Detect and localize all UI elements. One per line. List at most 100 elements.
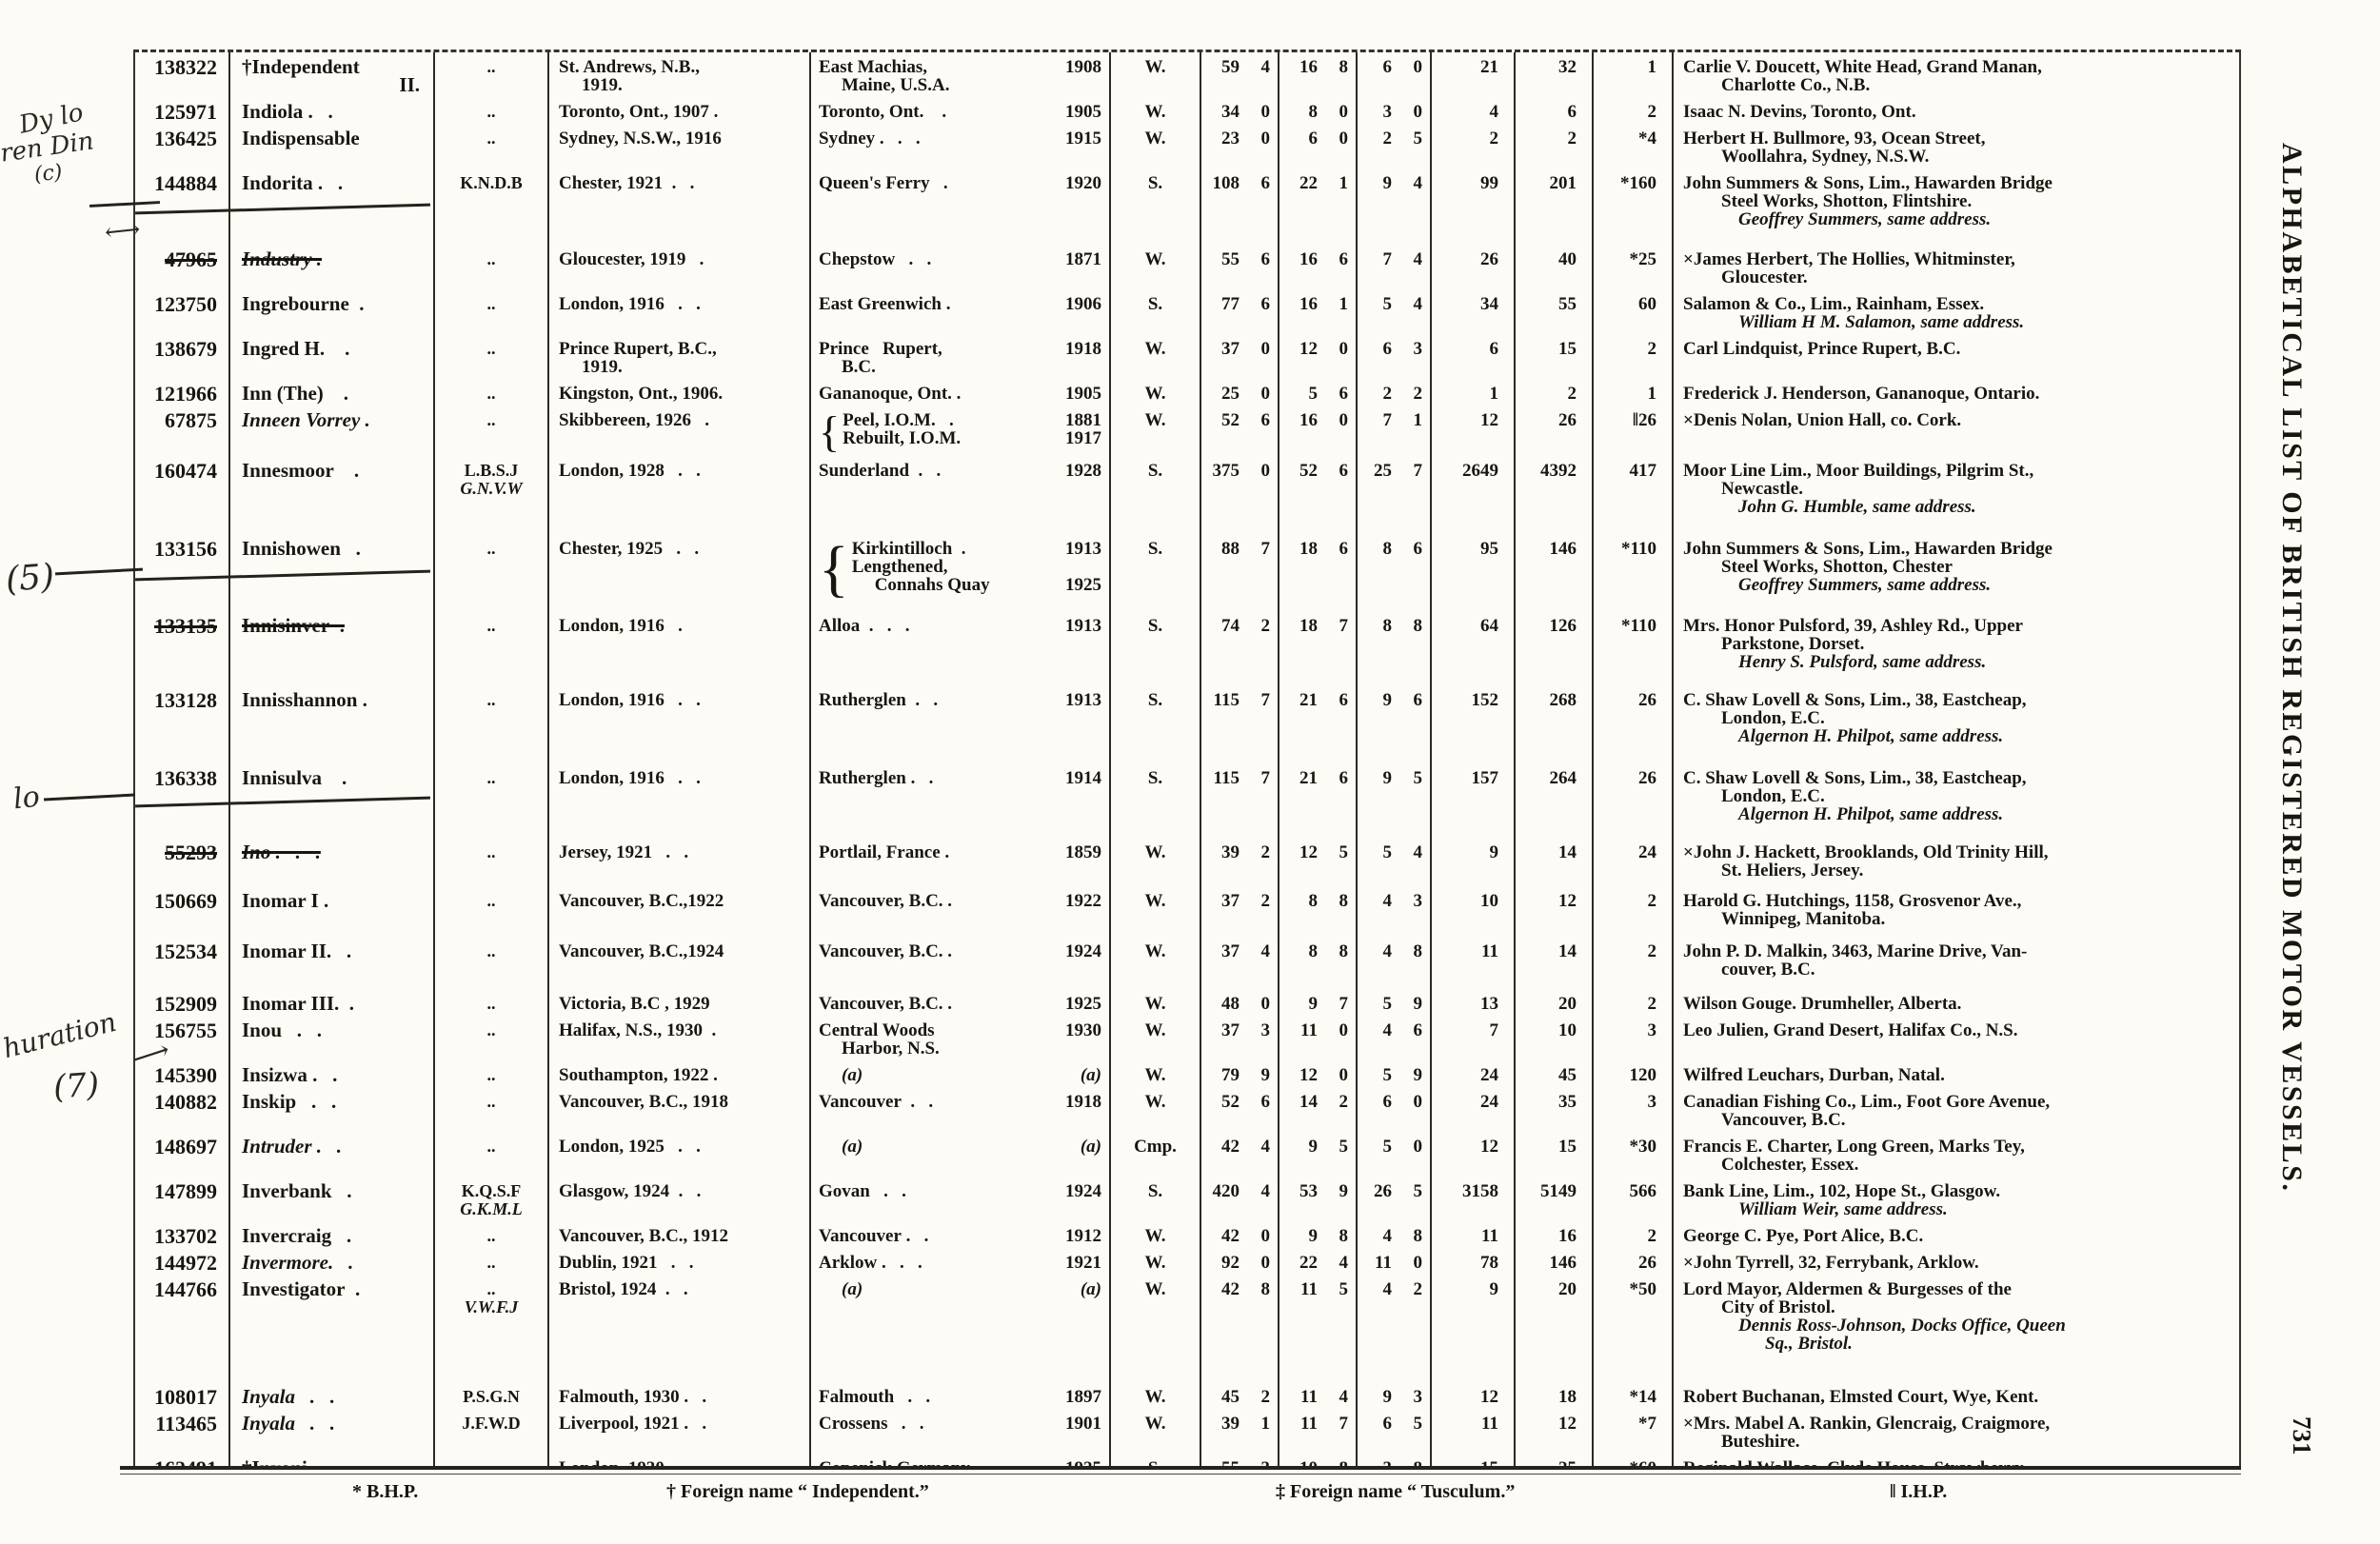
- cell-owners: ×James Herbert, The Hollies, Whitminster…: [1674, 231, 2234, 289]
- dim-feet: 16: [1299, 249, 1318, 269]
- dim-feet: 52: [1221, 1092, 1240, 1113]
- cell-port: Sunderland . . 1928: [811, 455, 1111, 519]
- cell-port: Arklow . . . 1921: [811, 1248, 1111, 1276]
- dim-feet: 16: [1299, 294, 1318, 314]
- cell-length: 34 0: [1201, 97, 1279, 124]
- dim-feet: 5: [1382, 842, 1393, 863]
- owner-line: Parkstone, Dorset.: [1721, 634, 1865, 655]
- port-year: 1930: [1048, 1021, 1103, 1058]
- year-line: (a): [1080, 1279, 1101, 1300]
- cell-tons-gross: 25: [1516, 1454, 1594, 1467]
- cell-code-letters: ..: [435, 748, 549, 827]
- code-letters: L.B.S.J: [464, 460, 519, 480]
- horse-power: 24: [1638, 842, 1656, 863]
- port-lines: Peel, I.O.M. . Rebuilt, I.O.M.: [843, 411, 1048, 453]
- dim-feet: 37: [1221, 941, 1240, 962]
- dim-inches: 0: [1339, 102, 1349, 122]
- tons-register: 3158: [1462, 1181, 1498, 1202]
- tons-register: 11: [1481, 941, 1498, 962]
- material: W.: [1144, 1414, 1166, 1435]
- cell-material: W.: [1111, 1356, 1201, 1410]
- cell-horse-power: 2: [1594, 931, 1674, 982]
- cell-official-number: 152534: [135, 931, 230, 982]
- cell-code-letters: K.N.D.B: [435, 168, 549, 231]
- cell-tons-register: 95: [1432, 518, 1516, 603]
- dim-inches: 6: [1260, 1092, 1271, 1113]
- cell-ship-name: Intruder . .: [230, 1132, 435, 1178]
- cell-official-number: 123750: [135, 289, 230, 334]
- cell-horse-power: ‖26: [1594, 406, 1674, 456]
- ship-name: Ingred H. .: [242, 337, 350, 360]
- cell-length: 37 0: [1201, 334, 1279, 379]
- dim-pair: 16 6: [1285, 250, 1350, 287]
- dim-pair: 21 6: [1285, 691, 1350, 745]
- tons-gross: 26: [1558, 410, 1577, 430]
- cell-code-letters: ..: [435, 931, 549, 982]
- horse-power: 2: [1647, 1226, 1657, 1247]
- cell-material: W.: [1111, 334, 1201, 379]
- dim-pair: 52 6: [1207, 411, 1272, 453]
- cell-horse-power: *110: [1594, 518, 1674, 603]
- cell-code-letters: ..: [435, 518, 549, 603]
- code-letters: ..: [486, 57, 496, 76]
- built-line: Southampton, 1922 .: [559, 1065, 718, 1086]
- horse-power: *25: [1629, 249, 1657, 269]
- cell-code-letters: ..: [435, 52, 549, 97]
- cell-official-number: 113465: [135, 1409, 230, 1455]
- cell-where-built: Southampton, 1922 .: [549, 1060, 811, 1088]
- port-year: (a): [1048, 1138, 1103, 1174]
- tons-gross: 55: [1558, 294, 1577, 314]
- code-letters-2: G.N.V.W: [460, 478, 523, 498]
- material: W.: [1144, 384, 1166, 404]
- cell-horse-power: *60: [1594, 1454, 1674, 1467]
- dim-inches: 2: [1413, 1279, 1423, 1300]
- dim-feet: 8: [1382, 616, 1393, 637]
- cell-official-number: 136338: [135, 748, 230, 827]
- dim-pair: 52 6: [1285, 462, 1350, 516]
- cell-horse-power: 1: [1594, 379, 1674, 406]
- tons-register: 157: [1471, 768, 1499, 789]
- owner-line: William Weir, same address.: [1738, 1199, 1948, 1220]
- dim-inches: 9: [1413, 994, 1423, 1015]
- cell-material: S.: [1111, 289, 1201, 334]
- cell-port: Falmouth . . 1897: [811, 1356, 1111, 1410]
- tons-register: 4: [1489, 102, 1499, 122]
- port-year: 1906: [1048, 295, 1103, 331]
- port-lines: Alloa . . .: [819, 617, 1048, 671]
- owner-line: Buteshire.: [1721, 1432, 1800, 1453]
- cell-length: 42 0: [1201, 1221, 1279, 1249]
- dim-inches: 2: [1260, 1387, 1271, 1408]
- dim-inches: 3: [1413, 1387, 1423, 1408]
- port-lines: Vancouver, B.C. .: [819, 942, 1048, 979]
- port-line: Queen's Ferry .: [819, 173, 948, 193]
- dim-feet: 23: [1221, 129, 1240, 148]
- port-lines: Vancouver, B.C. .: [819, 892, 1048, 928]
- owner-line: Canadian Fishing Co., Lim., Foot Gore Av…: [1683, 1092, 2051, 1113]
- dim-pair: 115 7: [1207, 769, 1272, 823]
- year-line: 1897: [1065, 1387, 1101, 1408]
- owner-line: City of Bristol.: [1721, 1297, 1835, 1318]
- cell-horse-power: *50: [1594, 1275, 1674, 1356]
- built-line: London, 1930 . .: [559, 1459, 803, 1467]
- cell-tons-gross: 12: [1516, 882, 1594, 932]
- owner-line: Wilfred Leuchars, Durban, Natal.: [1683, 1065, 1945, 1086]
- cell-breadth: 53 9: [1279, 1177, 1358, 1222]
- dim-feet: 4: [1382, 1020, 1393, 1041]
- owner-line: Dennis Ross-Johnson, Docks Office, Queen: [1738, 1316, 2066, 1336]
- cell-length: 52 6: [1201, 406, 1279, 456]
- cell-where-built: St. Andrews, N.B., 1919.: [549, 52, 811, 97]
- cell-tons-register: 99: [1432, 168, 1516, 231]
- cell-breadth: 52 6: [1279, 455, 1358, 519]
- cell-official-number: 133128: [135, 674, 230, 749]
- owner-line: ×Mrs. Mabel A. Rankin, Glencraig, Craigm…: [1683, 1414, 2051, 1435]
- cell-breadth: 11 4: [1279, 1356, 1358, 1410]
- dim-inches: 1: [1260, 1414, 1271, 1435]
- owner-line: Geoffrey Summers, same address.: [1738, 574, 1992, 595]
- code-letters: ..: [441, 1459, 542, 1467]
- cell-ship-name: †Independent II.: [230, 52, 435, 97]
